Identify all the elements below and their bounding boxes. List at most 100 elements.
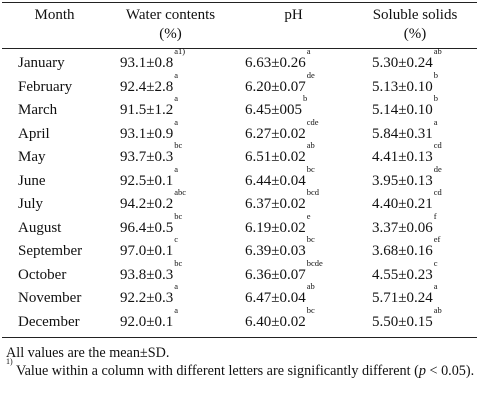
cell-ph-value: 6.20±0.07 — [245, 78, 306, 95]
cell-ph-value: 6.63±0.26 — [245, 55, 306, 71]
cell-soluble-solids-value: 4.41±0.13 — [372, 149, 433, 165]
cell-ph-value: 6.39±0.03 — [245, 243, 306, 259]
cell-water-contents: 92.5±0.1a — [107, 164, 234, 194]
cell-soluble-solids-significance: de — [433, 163, 442, 174]
table-row: November 92.2±0.3a 6.47±0.04ab 5.71±0.24a — [2, 282, 477, 311]
header-month-label: Month — [34, 7, 75, 23]
table-row: February 92.4±2.8a 6.20±0.07de 5.13±0.10b — [2, 70, 477, 100]
cell-water-contents-value: 92.4±2.8 — [120, 78, 174, 95]
cell-ph-value: 6.45±005 — [245, 102, 302, 118]
cell-soluble-solids-value: 5.30±0.24 — [372, 55, 433, 71]
cell-month-value: September — [18, 243, 83, 259]
cell-ph-value: 6.36±0.07 — [245, 266, 306, 283]
cell-water-contents: 94.2±0.2abc — [107, 188, 234, 217]
cell-soluble-solids: 5.14±0.10b — [353, 94, 477, 123]
header-ph: pH — [234, 2, 353, 49]
cell-water-contents-significance: bc — [174, 257, 183, 268]
cell-water-contents-value: 93.1±0.9 — [120, 125, 174, 142]
footnote-marker: 1) — [6, 356, 13, 366]
cell-soluble-solids-value: 4.55±0.23 — [372, 266, 433, 283]
table-row: September 97.0±0.1c 6.39±0.03bc 3.68±0.16ef — [2, 235, 477, 264]
cell-soluble-solids: 4.40±0.21cd — [353, 188, 477, 217]
cell-water-contents-significance: bc — [174, 210, 183, 221]
cell-soluble-solids-significance: f — [433, 210, 437, 221]
footnote-p-symbol: p — [418, 362, 426, 379]
footnote-significance: 1) Value within a column with different … — [6, 357, 476, 381]
cell-water-contents-significance: c — [174, 234, 179, 244]
cell-ph-value: 6.37±0.02 — [245, 196, 306, 212]
cell-month: September — [2, 240, 107, 264]
cell-water-contents-significance: a — [174, 163, 179, 174]
footnote-mean-sd: All values are the mean±SD. — [6, 345, 476, 363]
cell-month-value: August — [18, 219, 62, 236]
cell-ph: 6.51±0.02ab — [234, 141, 353, 170]
cell-water-contents: 92.2±0.3a — [107, 282, 234, 311]
header-row: Month Water contents (%) pH Soluble soli… — [2, 2, 477, 49]
cell-ph-significance: a — [306, 46, 311, 56]
cell-ph-significance: ab — [306, 140, 315, 150]
cell-ph: 6.19±0.02e — [234, 211, 353, 241]
table-row: January 93.1±0.8a1) 6.63±0.26a 5.30±0.24ab — [2, 46, 477, 76]
cell-water-contents: 92.4±2.8a — [107, 70, 234, 100]
cell-water-contents-significance: abc — [174, 187, 187, 197]
header-water-line2: (%) — [159, 26, 182, 42]
footnotes: All values are the mean±SD. 1) Value wit… — [6, 345, 476, 380]
cell-ph: 6.47±0.04ab — [234, 282, 353, 311]
cell-ph-significance: bcd — [306, 187, 320, 197]
cell-water-contents: 91.5±1.2a — [107, 94, 234, 123]
cell-water-contents-significance: a — [174, 93, 179, 103]
cell-ph-significance: bc — [306, 234, 315, 244]
cell-soluble-solids-value: 5.84±0.31 — [372, 125, 433, 142]
cell-ph-value: 6.47±0.04 — [245, 290, 306, 306]
cell-water-contents: 93.1±0.8a1) — [107, 46, 234, 76]
cell-month-value: February — [18, 78, 73, 95]
cell-soluble-solids: 3.95±0.13de — [353, 164, 477, 194]
cell-month: January — [2, 49, 107, 76]
cell-soluble-solids: 3.37±0.06f — [353, 211, 477, 241]
cell-water-contents: 93.8±0.3bc — [107, 258, 234, 288]
cell-month: December — [2, 310, 107, 338]
cell-ph-value: 6.44±0.04 — [245, 172, 306, 189]
cell-soluble-solids-value: 3.68±0.16 — [372, 243, 433, 259]
cell-soluble-solids-significance: ef — [433, 234, 441, 244]
cell-soluble-solids: 5.50±0.15ab — [353, 305, 477, 338]
cell-water-contents-significance: a — [174, 116, 179, 127]
table-row: April 93.1±0.9a 6.27±0.02cde 5.84±0.31a — [2, 117, 477, 147]
cell-ph-value: 6.51±0.02 — [245, 149, 306, 165]
cell-soluble-solids: 5.71±0.24a — [353, 282, 477, 311]
cell-month: October — [2, 264, 107, 288]
cell-soluble-solids-significance: a — [433, 281, 438, 291]
header-ph-label: pH — [284, 7, 303, 23]
cell-soluble-solids-significance: b — [433, 69, 438, 80]
table-body: January 93.1±0.8a1) 6.63±0.26a 5.30±0.24ab F… — [2, 46, 477, 338]
table-row: June 92.5±0.1a 6.44±0.04bc 3.95±0.13de — [2, 164, 477, 194]
cell-ph: 6.40±0.02bc — [234, 305, 353, 338]
cell-month-value: January — [18, 55, 65, 71]
cell-ph-value: 6.27±0.02 — [245, 125, 306, 142]
cell-ph-significance: e — [306, 210, 311, 221]
cell-month-value: July — [18, 196, 44, 212]
table-row: December 92.0±0.1a 6.40±0.02bc 5.50±0.15ab — [2, 305, 477, 338]
cell-ph-value: 6.40±0.02 — [245, 313, 306, 330]
cell-month: June — [2, 170, 107, 194]
cell-ph: 6.44±0.04bc — [234, 164, 353, 194]
cell-month: February — [2, 76, 107, 100]
cell-month-value: December — [18, 313, 80, 330]
cell-soluble-solids-value: 3.95±0.13 — [372, 172, 433, 189]
cell-water-contents-significance: a — [174, 69, 179, 80]
cell-ph-significance: cde — [306, 116, 319, 127]
cell-month-value: June — [18, 172, 46, 189]
cell-water-contents-significance: a1) — [174, 46, 186, 56]
cell-ph-significance: bcde — [306, 257, 323, 268]
footnote-significance-text-a: Value within a column with different let… — [12, 362, 419, 379]
cell-soluble-solids: 4.55±0.23c — [353, 258, 477, 288]
cell-soluble-solids-value: 5.71±0.24 — [372, 290, 433, 306]
cell-month: November — [2, 287, 107, 311]
cell-water-contents-value: 96.4±0.5 — [120, 219, 174, 236]
cell-ph-significance: ab — [306, 281, 315, 291]
header-soluble-solids: Soluble solids (%) — [353, 2, 477, 49]
header-ss-line2: (%) — [403, 26, 427, 42]
footnote-significance-text-b: < 0.05). — [425, 362, 475, 379]
cell-soluble-solids-significance: ab — [433, 304, 442, 315]
cell-ph: 6.63±0.26a — [234, 46, 353, 76]
